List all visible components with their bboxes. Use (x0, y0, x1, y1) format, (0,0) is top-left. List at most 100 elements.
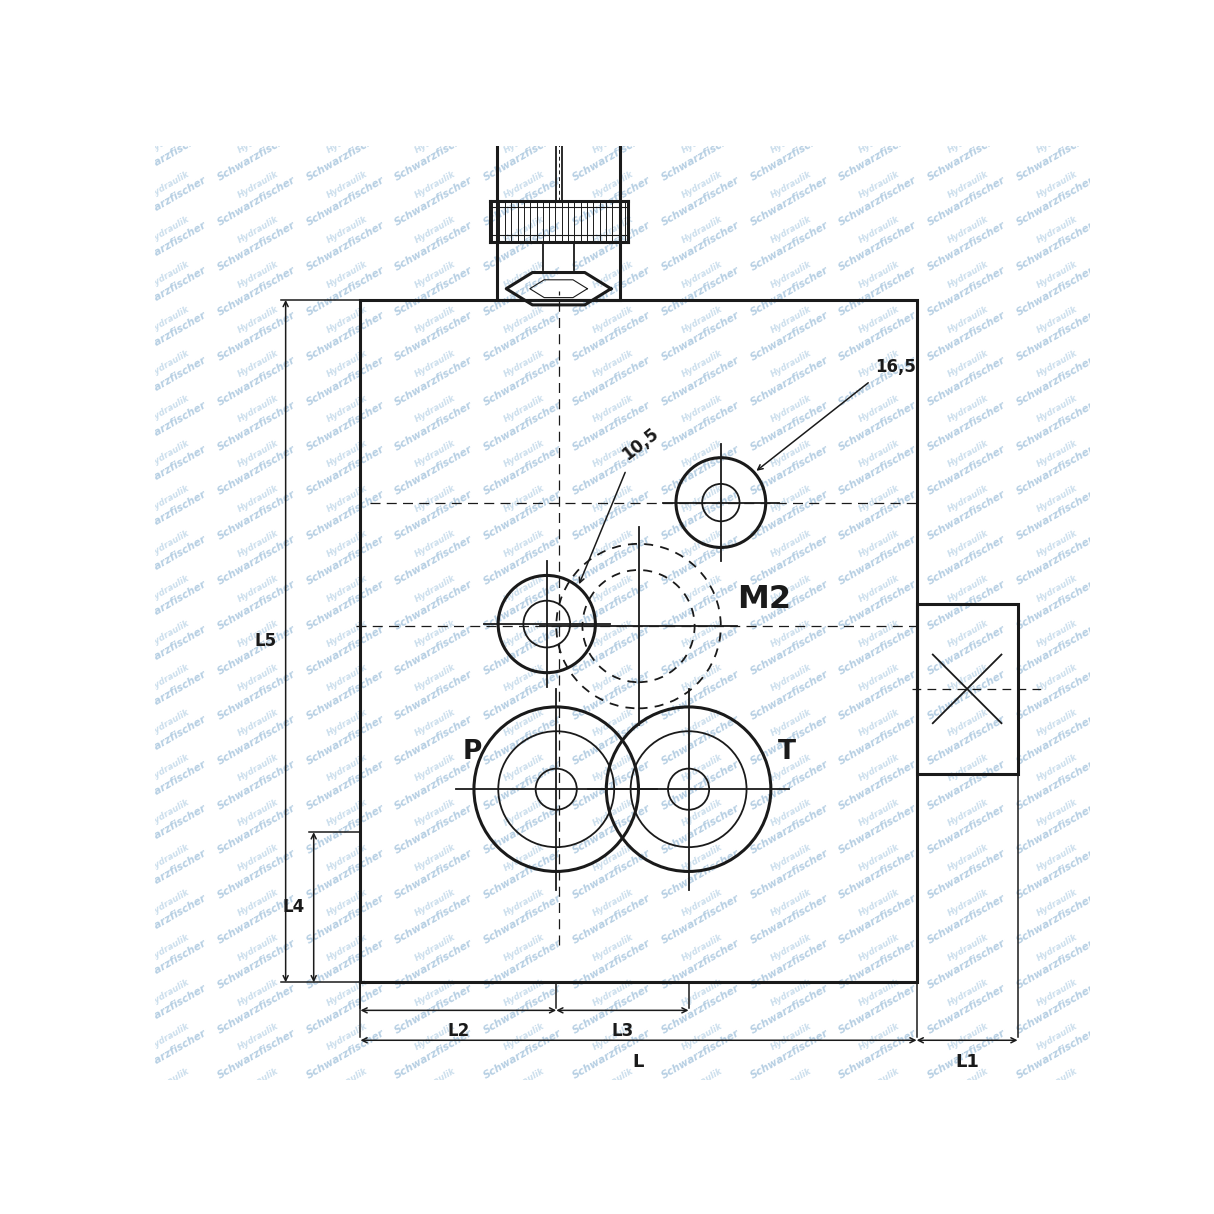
Text: 10,5: 10,5 (619, 425, 662, 464)
Text: Hydraulik: Hydraulik (325, 618, 369, 648)
Text: Hydraulik: Hydraulik (858, 169, 902, 200)
Text: Hydraulik: Hydraulik (680, 753, 724, 783)
Text: Hydraulik: Hydraulik (236, 618, 280, 648)
Text: Hydraulik: Hydraulik (503, 169, 546, 200)
Text: Schwarzfischer: Schwarzfischer (926, 85, 1008, 138)
Text: Hydraulik: Hydraulik (414, 753, 458, 783)
Text: Schwarzfischer: Schwarzfischer (393, 444, 475, 498)
Text: Hydraulik: Hydraulik (947, 663, 991, 693)
Text: Hydraulik: Hydraulik (858, 887, 902, 918)
Text: Hydraulik: Hydraulik (768, 304, 813, 335)
Text: Schwarzfischer: Schwarzfischer (838, 130, 919, 183)
Text: Hydraulik: Hydraulik (591, 843, 635, 873)
Text: Hydraulik: Hydraulik (768, 124, 813, 155)
Text: Hydraulik: Hydraulik (768, 169, 813, 200)
Text: Hydraulik: Hydraulik (680, 214, 724, 245)
Text: Hydraulik: Hydraulik (947, 708, 991, 738)
Text: Schwarzfischer: Schwarzfischer (126, 40, 209, 93)
Text: Hydraulik: Hydraulik (947, 932, 991, 963)
Text: Schwarzfischer: Schwarzfischer (571, 40, 652, 93)
Text: Schwarzfischer: Schwarzfischer (482, 982, 563, 1036)
Text: Schwarzfischer: Schwarzfischer (126, 220, 209, 273)
Text: Hydraulik: Hydraulik (1124, 438, 1168, 469)
Text: Schwarzfischer: Schwarzfischer (1104, 759, 1185, 811)
Text: Hydraulik: Hydraulik (1124, 259, 1168, 290)
Text: Schwarzfischer: Schwarzfischer (393, 85, 475, 138)
Text: Schwarzfischer: Schwarzfischer (393, 130, 475, 183)
Text: Hydraulik: Hydraulik (414, 887, 458, 918)
Text: Schwarzfischer: Schwarzfischer (305, 40, 386, 93)
Text: Hydraulik: Hydraulik (1036, 843, 1079, 873)
Text: Schwarzfischer: Schwarzfischer (305, 579, 386, 631)
Text: Hydraulik: Hydraulik (1124, 528, 1168, 558)
Text: Hydraulik: Hydraulik (1124, 843, 1168, 873)
Text: Hydraulik: Hydraulik (1124, 169, 1168, 200)
Text: Schwarzfischer: Schwarzfischer (216, 489, 297, 541)
Text: Hydraulik: Hydraulik (1124, 393, 1168, 424)
Text: Schwarzfischer: Schwarzfischer (305, 220, 386, 273)
Text: Schwarzfischer: Schwarzfischer (1015, 534, 1096, 586)
Text: Hydraulik: Hydraulik (768, 80, 813, 110)
Text: Schwarzfischer: Schwarzfischer (482, 894, 563, 946)
Text: Schwarzfischer: Schwarzfischer (659, 310, 742, 363)
Bar (361, 300, 917, 982)
Text: Schwarzfischer: Schwarzfischer (305, 1027, 386, 1080)
Text: Schwarzfischer: Schwarzfischer (393, 265, 475, 318)
Text: Hydraulik: Hydraulik (325, 259, 369, 290)
Text: L1: L1 (955, 1054, 978, 1071)
Text: Schwarzfischer: Schwarzfischer (1015, 1027, 1096, 1080)
Text: Schwarzfischer: Schwarzfischer (305, 849, 386, 901)
Text: Schwarzfischer: Schwarzfischer (1104, 982, 1185, 1036)
Text: Schwarzfischer: Schwarzfischer (482, 714, 563, 766)
Text: Hydraulik: Hydraulik (414, 348, 458, 379)
Text: Schwarzfischer: Schwarzfischer (838, 982, 919, 1036)
Text: Hydraulik: Hydraulik (591, 304, 635, 335)
Text: Hydraulik: Hydraulik (236, 214, 280, 245)
Text: Hydraulik: Hydraulik (1036, 1022, 1079, 1053)
Text: Hydraulik: Hydraulik (858, 483, 902, 514)
Text: Schwarzfischer: Schwarzfischer (838, 175, 919, 228)
Text: Schwarzfischer: Schwarzfischer (748, 759, 830, 811)
Text: Hydraulik: Hydraulik (947, 977, 991, 1008)
Text: Hydraulik: Hydraulik (414, 932, 458, 963)
Text: Schwarzfischer: Schwarzfischer (216, 849, 297, 901)
Text: Hydraulik: Hydraulik (503, 528, 546, 558)
Text: Schwarzfischer: Schwarzfischer (748, 669, 830, 721)
Text: Schwarzfischer: Schwarzfischer (838, 85, 919, 138)
Text: Hydraulik: Hydraulik (325, 753, 369, 783)
Text: Schwarzfischer: Schwarzfischer (571, 489, 652, 541)
Text: Schwarzfischer: Schwarzfischer (216, 534, 297, 586)
Text: Hydraulik: Hydraulik (591, 573, 635, 603)
Text: Schwarzfischer: Schwarzfischer (305, 534, 386, 586)
Text: Hydraulik: Hydraulik (768, 708, 813, 738)
Text: Hydraulik: Hydraulik (947, 753, 991, 783)
Text: Schwarzfischer: Schwarzfischer (305, 982, 386, 1036)
Text: Hydraulik: Hydraulik (414, 528, 458, 558)
Text: Schwarzfischer: Schwarzfischer (926, 175, 1008, 228)
Text: Schwarzfischer: Schwarzfischer (1015, 444, 1096, 498)
Text: Hydraulik: Hydraulik (858, 528, 902, 558)
Text: Schwarzfischer: Schwarzfischer (659, 579, 742, 631)
Text: Schwarzfischer: Schwarzfischer (1104, 804, 1185, 856)
Text: Schwarzfischer: Schwarzfischer (393, 669, 475, 721)
Text: Schwarzfischer: Schwarzfischer (393, 579, 475, 631)
Text: Hydraulik: Hydraulik (1036, 753, 1079, 783)
Text: Schwarzfischer: Schwarzfischer (838, 399, 919, 453)
Text: Hydraulik: Hydraulik (768, 483, 813, 514)
Text: Schwarzfischer: Schwarzfischer (1104, 130, 1185, 183)
Text: Hydraulik: Hydraulik (680, 887, 724, 918)
Text: Hydraulik: Hydraulik (414, 843, 458, 873)
Text: Hydraulik: Hydraulik (768, 214, 813, 245)
Text: L3: L3 (612, 1021, 634, 1039)
Text: Schwarzfischer: Schwarzfischer (1015, 310, 1096, 363)
Text: Schwarzfischer: Schwarzfischer (305, 130, 386, 183)
Text: Hydraulik: Hydraulik (1124, 573, 1168, 603)
Text: Hydraulik: Hydraulik (236, 259, 280, 290)
Text: Schwarzfischer: Schwarzfischer (126, 85, 209, 138)
Text: Hydraulik: Hydraulik (147, 887, 192, 918)
Text: Schwarzfischer: Schwarzfischer (926, 265, 1008, 318)
Text: Schwarzfischer: Schwarzfischer (659, 714, 742, 766)
Text: Schwarzfischer: Schwarzfischer (838, 937, 919, 991)
Text: Hydraulik: Hydraulik (236, 438, 280, 469)
Text: Schwarzfischer: Schwarzfischer (1015, 669, 1096, 721)
